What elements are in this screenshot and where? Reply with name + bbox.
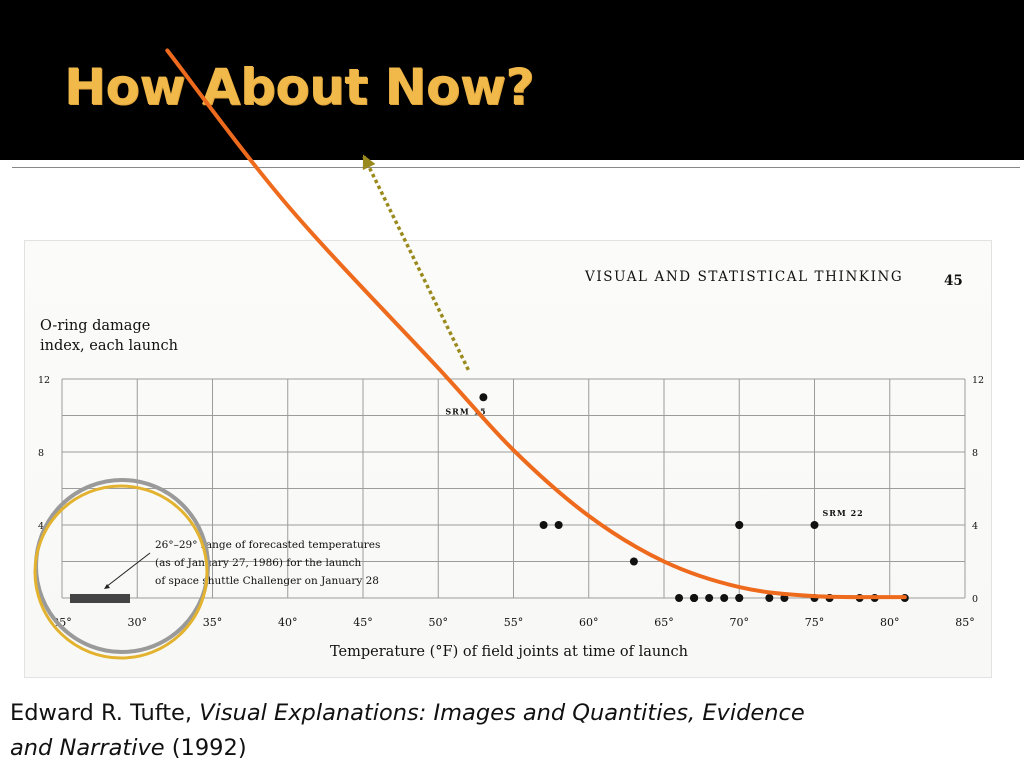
x-tick-label: 35°: [52, 616, 72, 629]
x-tick-label: 70°: [730, 616, 750, 629]
x-tick-label: 60°: [579, 616, 599, 629]
data-point: [810, 521, 819, 529]
x-tick-label: 80°: [880, 616, 900, 629]
data-point: [720, 594, 729, 602]
x-tick-label: 35°: [203, 616, 223, 629]
x-tick-label: 30°: [128, 616, 148, 629]
data-point: [539, 521, 548, 529]
x-tick-label: 40°: [278, 616, 298, 629]
forecast-range-bar: [70, 594, 130, 603]
y-axis-label-line2: index, each launch: [40, 338, 178, 354]
y-tick-label-left: 4: [38, 521, 44, 532]
data-point: [765, 594, 774, 602]
data-point: [629, 557, 638, 566]
running-head: VISUAL AND STATISTICAL THINKING: [584, 269, 903, 285]
y-tick-label-right: 12: [972, 375, 984, 386]
trend-curve: [165, 48, 907, 600]
x-tick-label: 55°: [504, 616, 524, 629]
x-axis-label: Temperature (°F) of field joints at time…: [330, 644, 688, 660]
data-point: [690, 594, 699, 602]
data-point: [479, 393, 488, 402]
scan-background: [25, 241, 991, 677]
caption-book-title-2: and Narrative: [10, 735, 165, 761]
forecast-note-line1: 26°–29° range of forecasted temperatures: [155, 539, 380, 551]
forecast-pointer-line: [105, 552, 151, 588]
caption-year: (1992): [164, 735, 247, 761]
data-point: [675, 594, 684, 602]
point-label: SRM 22: [823, 508, 864, 518]
title-bar: [0, 0, 1024, 160]
forecast-note-line3: of space shuttle Challenger on January 2…: [155, 575, 379, 587]
x-tick-label: 50°: [429, 616, 449, 629]
y-tick-label-right: 0: [972, 594, 978, 605]
caption-author: Edward R. Tufte,: [10, 700, 200, 726]
forecast-note-line2: (as of January 27, 1986) for the launch: [155, 557, 361, 569]
y-tick-label-left: 8: [38, 448, 44, 459]
y-tick-label-right: 4: [972, 521, 978, 532]
x-tick-label: 75°: [805, 616, 825, 629]
data-point: [554, 521, 563, 529]
x-tick-label: 45°: [353, 616, 373, 629]
y-axis-label-line1: O-ring damage: [40, 318, 150, 334]
extrapolation-arrowhead: [362, 154, 376, 171]
citation-caption: Edward R. Tufte, Visual Explanations: Im…: [10, 696, 1010, 766]
caption-book-title-1: Visual Explanations: Images and Quantiti…: [199, 700, 805, 726]
extrapolation-arrow-line: [361, 153, 470, 371]
data-point: [705, 594, 714, 602]
data-point: [735, 594, 744, 602]
y-tick-label-left: 12: [38, 375, 50, 386]
point-label: SRM 15: [445, 406, 486, 416]
y-tick-label-right: 8: [972, 448, 978, 459]
x-tick-label: 65°: [654, 616, 674, 629]
page-number: 45: [944, 273, 963, 289]
highlight-circle-gold: [33, 484, 209, 660]
title-divider: [12, 167, 1020, 168]
data-point: [735, 521, 744, 529]
slide-title: How About Now?: [64, 58, 534, 116]
x-tick-label: 85°: [955, 616, 975, 629]
forecast-pointer-arrowhead: [104, 584, 110, 589]
